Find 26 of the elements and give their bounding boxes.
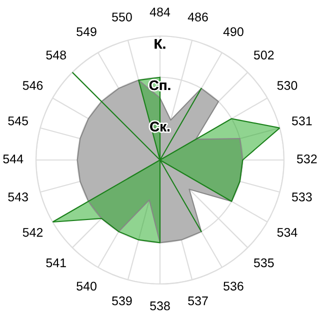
y-tick-label: Ск. xyxy=(150,122,170,132)
spoke-label: 549 xyxy=(76,27,96,36)
spoke-label: 502 xyxy=(254,50,274,60)
spoke-label: 530 xyxy=(277,81,298,90)
spoke-label: 536 xyxy=(224,282,244,291)
spoke-label: 540 xyxy=(76,282,96,291)
y-tick-label: К. xyxy=(154,39,166,49)
spoke-label: 538 xyxy=(150,301,170,310)
spoke-label: 486 xyxy=(188,12,208,22)
spoke-label: 537 xyxy=(188,296,208,306)
spoke-label: 541 xyxy=(46,258,66,268)
spoke-label: 544 xyxy=(3,154,24,164)
spoke-label: 548 xyxy=(46,50,66,60)
spoke-label: 542 xyxy=(22,228,43,237)
spoke-label: 534 xyxy=(277,228,298,237)
spoke-label: 546 xyxy=(22,81,43,90)
spoke-label: 545 xyxy=(8,116,28,126)
spoke-label: 535 xyxy=(254,258,274,268)
spoke-label: 543 xyxy=(8,192,28,202)
spoke-label: 550 xyxy=(112,12,132,22)
spoke-label: 490 xyxy=(223,27,244,36)
spoke-label: 531 xyxy=(292,116,312,126)
spoke-label: 533 xyxy=(292,192,312,202)
spoke-label: 539 xyxy=(112,296,132,306)
spoke-label: 484 xyxy=(150,8,170,16)
spoke-label: 532 xyxy=(296,154,317,164)
